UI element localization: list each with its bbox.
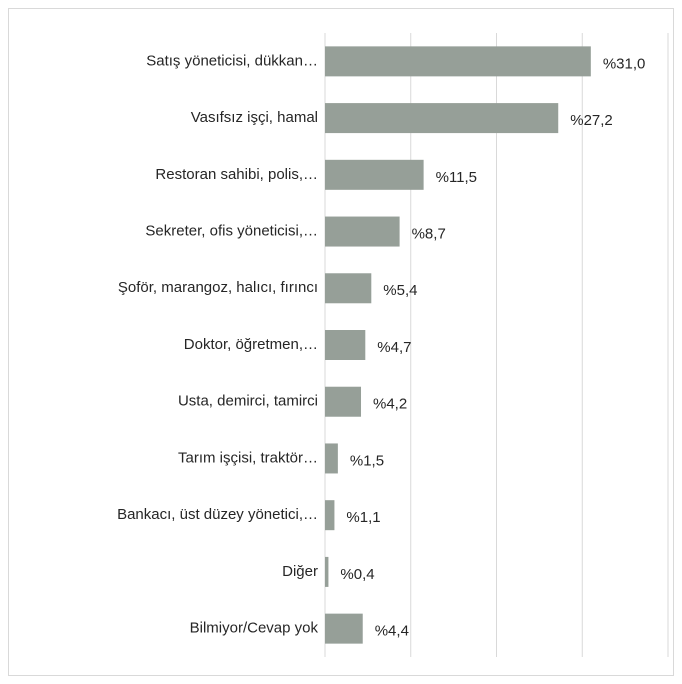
bar (325, 46, 591, 77)
category-label: Doktor, öğretmen,… (184, 336, 318, 353)
category-label: Sekreter, ofis yöneticisi,… (145, 223, 318, 240)
bar (325, 556, 329, 587)
category-label: Bilmiyor/Cevap yok (190, 620, 319, 637)
value-label: %1,1 (346, 509, 380, 526)
value-label: %4,4 (375, 623, 409, 640)
category-label: Bankacı, üst düzey yönetici,… (117, 506, 318, 523)
bar (325, 216, 400, 247)
bar (325, 386, 362, 417)
value-label: %27,2 (570, 112, 613, 129)
bar (325, 103, 559, 134)
bar (325, 330, 366, 360)
value-label: %4,2 (373, 396, 407, 413)
value-label: %1,5 (350, 452, 384, 469)
value-label: %8,7 (412, 226, 446, 243)
bar (325, 273, 372, 304)
bar (325, 500, 335, 531)
category-label: Satış yöneticisi, dükkan… (146, 52, 318, 69)
category-label: Vasıfsız işçi, hamal (191, 109, 318, 126)
category-label: Şoför, marangoz, halıcı, fırıncı (118, 279, 318, 296)
value-label: %0,4 (340, 566, 374, 583)
bar (325, 159, 424, 190)
category-label: Restoran sahibi, polis,… (155, 166, 318, 183)
category-label: Tarım işçisi, traktör… (178, 449, 318, 466)
value-label: %5,4 (383, 282, 417, 299)
bar (325, 443, 338, 474)
value-label: %4,7 (377, 339, 411, 356)
value-label: %11,5 (436, 169, 477, 186)
category-label: Diğer (282, 563, 318, 580)
category-label: Usta, demirci, tamirci (178, 393, 318, 410)
bar (325, 613, 363, 644)
value-label: %31,0 (603, 55, 646, 72)
